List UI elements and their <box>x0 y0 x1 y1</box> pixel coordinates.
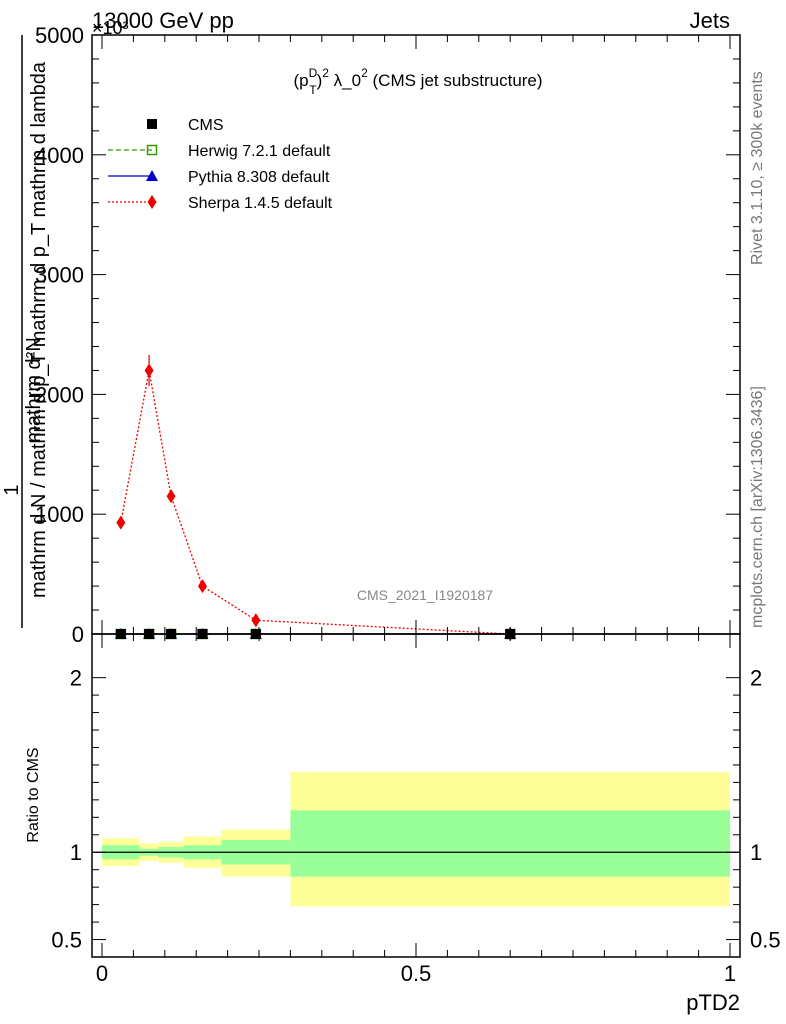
legend-entry: Sherpa 1.4.5 default <box>108 195 333 212</box>
main-y-tick-label: 2000 <box>35 382 84 407</box>
ratio-y-tick-label: 0.5 <box>51 928 82 953</box>
y-label-denominator: mathrm d N / mathrm d p_T mathrm d p_T m… <box>28 61 50 598</box>
legend-label: CMS <box>188 117 224 134</box>
main-y-ticks: 0 1000 2000 3000 4000 5000 <box>35 23 740 647</box>
ratio-y-tick-label-right: 2 <box>750 666 762 691</box>
legend-marker <box>146 144 158 156</box>
ratio-y-tick-label: 1 <box>70 840 82 865</box>
ratio-data-layer <box>92 771 740 907</box>
x-axis-label: pTD2 <box>686 990 740 1015</box>
main-y-tick-label: 0 <box>72 622 84 647</box>
ratio-x-ticks: 0 0.5 1 <box>96 634 736 986</box>
main-y-axis-label: mathrm d²N 1 mathrm d N / mathrm d p_T m… <box>1 35 50 628</box>
legend-marker <box>147 195 157 209</box>
legend-label: Pythia 8.308 default <box>188 169 330 186</box>
legend-entry: Herwig 7.2.1 default <box>108 143 331 160</box>
x-tick-label: 0 <box>96 961 108 986</box>
x-tick-label: 0.5 <box>401 961 432 986</box>
category-label: Jets <box>690 8 730 33</box>
main-y-tick-label: 3000 <box>35 263 84 288</box>
legend-entry: Pythia 8.308 default <box>108 169 330 186</box>
series-sherpa <box>116 354 515 641</box>
ratio-y-tick-label-right: 0.5 <box>750 928 781 953</box>
analysis-watermark: CMS_2021_I1920187 <box>357 587 493 603</box>
plot-title: (pD T)2 λ_02 (CMS jet substructure) <box>293 66 542 97</box>
ratio-y-tick-label-right: 1 <box>750 840 762 865</box>
y-label-prefix: 1 <box>1 484 23 495</box>
legend-label: Sherpa 1.4.5 default <box>188 195 333 212</box>
mcplots-label: mcplots.cern.ch [arXiv:1306.3436] <box>749 386 766 628</box>
ratio-inner-band <box>290 810 730 877</box>
main-x-ticks <box>101 35 731 634</box>
ratio-y-label: Ratio to CMS <box>25 747 42 842</box>
energy-label: 13000 GeV pp <box>92 8 234 33</box>
rivet-version-label: Rivet 3.1.10, ≥ 300k events <box>749 71 766 265</box>
data-point <box>144 363 154 378</box>
legend-marker <box>147 119 157 129</box>
series-line <box>120 370 511 635</box>
x-tick-label: 1 <box>724 961 736 986</box>
y-label-numerator: mathrm d²N <box>23 337 45 443</box>
data-point <box>116 515 126 530</box>
data-point <box>251 613 261 628</box>
legend-marker <box>146 170 158 181</box>
main-y-tick-label: 5000 <box>35 23 84 48</box>
legend-entry: CMS <box>147 117 224 134</box>
legend: CMS Herwig 7.2.1 default Pythia 8.308 defa… <box>108 117 333 212</box>
ratio-y-ticks: 0.5 0.5 1 1 2 2 <box>51 666 780 953</box>
legend-label: Herwig 7.2.1 default <box>188 143 331 160</box>
ratio-y-tick-label: 2 <box>70 666 82 691</box>
data-point <box>197 579 207 594</box>
main-y-tick-label: 4000 <box>35 143 84 168</box>
ratio-panel: 0.5 0.51 12 2 0 0.5 1 Ratio to CMS pTD2 <box>25 633 781 1015</box>
y-exponent-label: ×10³ <box>92 18 129 38</box>
data-point <box>166 489 176 504</box>
main-y-tick-label: 1000 <box>35 502 84 527</box>
